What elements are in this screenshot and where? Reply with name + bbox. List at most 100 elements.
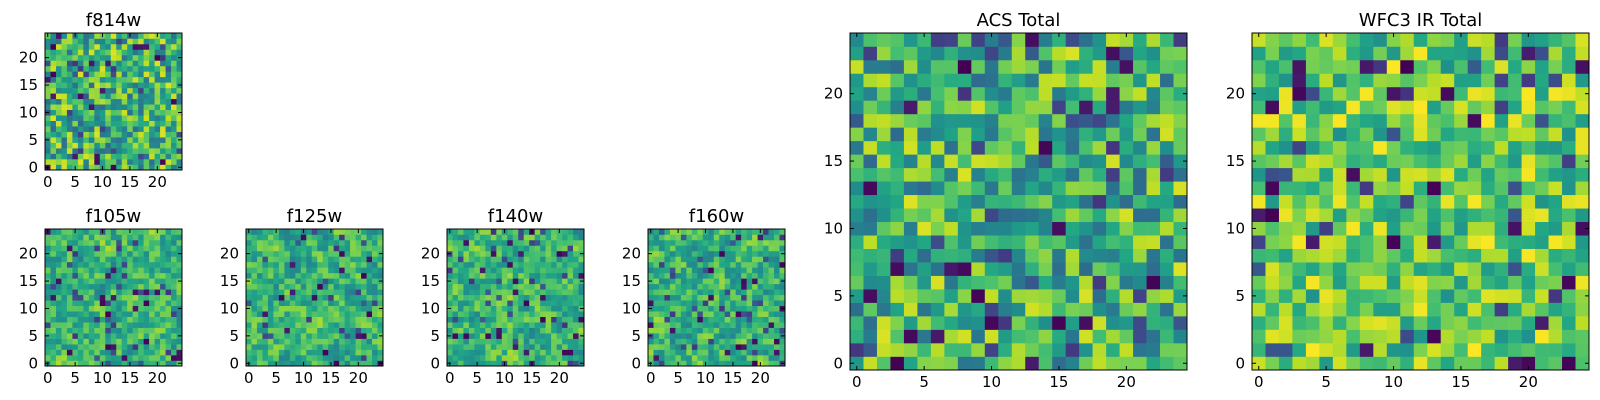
heatmap-cell bbox=[1494, 343, 1509, 357]
heatmap-cell bbox=[1119, 100, 1134, 115]
heatmap-cell bbox=[917, 262, 932, 276]
heatmap-cell bbox=[160, 93, 166, 100]
heatmap-cell bbox=[77, 349, 84, 356]
heatmap-cell bbox=[930, 262, 945, 276]
heatmap-cell bbox=[300, 316, 307, 323]
heatmap-cell bbox=[468, 294, 475, 301]
heatmap-cell bbox=[278, 327, 285, 334]
heatmap-cell bbox=[708, 316, 715, 323]
heatmap-cell bbox=[160, 305, 166, 312]
heatmap-cell bbox=[1562, 46, 1576, 61]
heatmap-cell bbox=[1535, 181, 1549, 196]
heatmap-cell bbox=[116, 256, 123, 263]
heatmap-cell bbox=[154, 54, 161, 61]
heatmap-cell bbox=[176, 120, 183, 127]
heatmap-cell bbox=[1146, 194, 1161, 209]
heatmap-cell bbox=[545, 250, 552, 257]
heatmap-cell bbox=[1508, 194, 1522, 209]
heatmap-cell bbox=[957, 194, 972, 209]
heatmap-cell bbox=[1346, 140, 1361, 155]
heatmap-cell bbox=[138, 82, 144, 89]
heatmap-cell bbox=[669, 338, 676, 345]
heatmap-cell bbox=[529, 289, 535, 296]
heatmap-cell bbox=[774, 289, 780, 296]
heatmap-cell bbox=[1319, 275, 1334, 290]
heatmap-cell bbox=[165, 131, 172, 138]
heatmap-cell bbox=[501, 322, 508, 328]
heatmap-cell bbox=[1467, 113, 1482, 128]
heatmap-cell bbox=[1305, 86, 1320, 101]
heatmap-cell bbox=[658, 349, 665, 356]
heatmap-cell bbox=[171, 311, 177, 317]
heatmap-cell bbox=[680, 261, 687, 268]
heatmap-cell bbox=[1011, 329, 1026, 344]
heatmap-cell bbox=[1508, 262, 1522, 276]
heatmap-cell bbox=[713, 349, 720, 356]
heatmap-cell bbox=[697, 261, 704, 268]
heatmap-cell bbox=[534, 338, 541, 345]
heatmap-cell bbox=[127, 305, 133, 312]
heatmap-cell bbox=[540, 327, 546, 334]
heatmap-cell bbox=[99, 148, 106, 154]
heatmap-cell bbox=[1454, 221, 1468, 236]
heatmap-cell bbox=[971, 262, 986, 276]
heatmap-cell bbox=[984, 113, 999, 128]
heatmap-cell bbox=[1146, 140, 1161, 155]
heatmap-cell bbox=[171, 87, 177, 94]
heatmap-cell bbox=[88, 311, 95, 317]
heatmap-cell bbox=[1133, 208, 1147, 223]
heatmap-cell bbox=[534, 311, 541, 317]
heatmap-cell bbox=[138, 38, 144, 45]
heatmap-cell bbox=[1454, 262, 1468, 276]
heatmap-cell bbox=[132, 87, 139, 94]
heatmap-cell bbox=[110, 43, 117, 50]
heatmap-cell bbox=[339, 234, 345, 241]
heatmap-cell bbox=[763, 300, 769, 307]
heatmap-cell bbox=[1292, 356, 1307, 371]
heatmap-cell bbox=[72, 322, 79, 328]
heatmap-cell bbox=[143, 137, 150, 143]
heatmap-cell bbox=[88, 148, 95, 154]
heatmap-cell bbox=[1011, 140, 1026, 155]
heatmap-cell bbox=[452, 338, 459, 345]
heatmap-cell bbox=[1173, 46, 1188, 61]
heatmap-cell bbox=[143, 87, 150, 94]
heatmap-cell bbox=[746, 289, 753, 296]
heatmap-cell bbox=[957, 73, 972, 88]
heatmap-cell bbox=[1292, 100, 1307, 115]
heatmap-cell bbox=[468, 234, 475, 241]
y-tick-label: 15 bbox=[19, 76, 38, 94]
heatmap-cell bbox=[251, 333, 258, 339]
heatmap-cell bbox=[523, 360, 530, 367]
heatmap-cell bbox=[61, 49, 68, 56]
heatmap-cell bbox=[1359, 113, 1374, 128]
heatmap-cell bbox=[361, 349, 367, 356]
heatmap-cell bbox=[863, 167, 878, 182]
heatmap-cell bbox=[763, 338, 769, 345]
heatmap-cell bbox=[344, 261, 351, 268]
heatmap-cell bbox=[1494, 127, 1509, 142]
heatmap-cell bbox=[669, 344, 676, 350]
heatmap-cell bbox=[110, 283, 117, 290]
heatmap-cell bbox=[735, 267, 742, 274]
heatmap-cell bbox=[664, 250, 671, 257]
heatmap-cell bbox=[1562, 329, 1576, 344]
heatmap-cell bbox=[648, 234, 654, 241]
heatmap-cell bbox=[77, 289, 84, 296]
heatmap-cell bbox=[132, 65, 139, 72]
heatmap-cell bbox=[127, 65, 133, 72]
heatmap-cell bbox=[468, 267, 475, 274]
heatmap-cell bbox=[556, 283, 563, 290]
heatmap-cell bbox=[50, 76, 57, 83]
heatmap-cell bbox=[545, 316, 552, 323]
heatmap-cell bbox=[165, 71, 172, 78]
heatmap-cell bbox=[724, 355, 731, 361]
heatmap-cell bbox=[138, 98, 144, 105]
heatmap-cell bbox=[1346, 100, 1361, 115]
heatmap-cell bbox=[1440, 356, 1455, 371]
heatmap-cell bbox=[1386, 73, 1401, 88]
heatmap-cell bbox=[763, 360, 769, 367]
heatmap-cell bbox=[176, 344, 183, 350]
heatmap-cell bbox=[1106, 154, 1120, 169]
heatmap-cell bbox=[463, 229, 470, 235]
